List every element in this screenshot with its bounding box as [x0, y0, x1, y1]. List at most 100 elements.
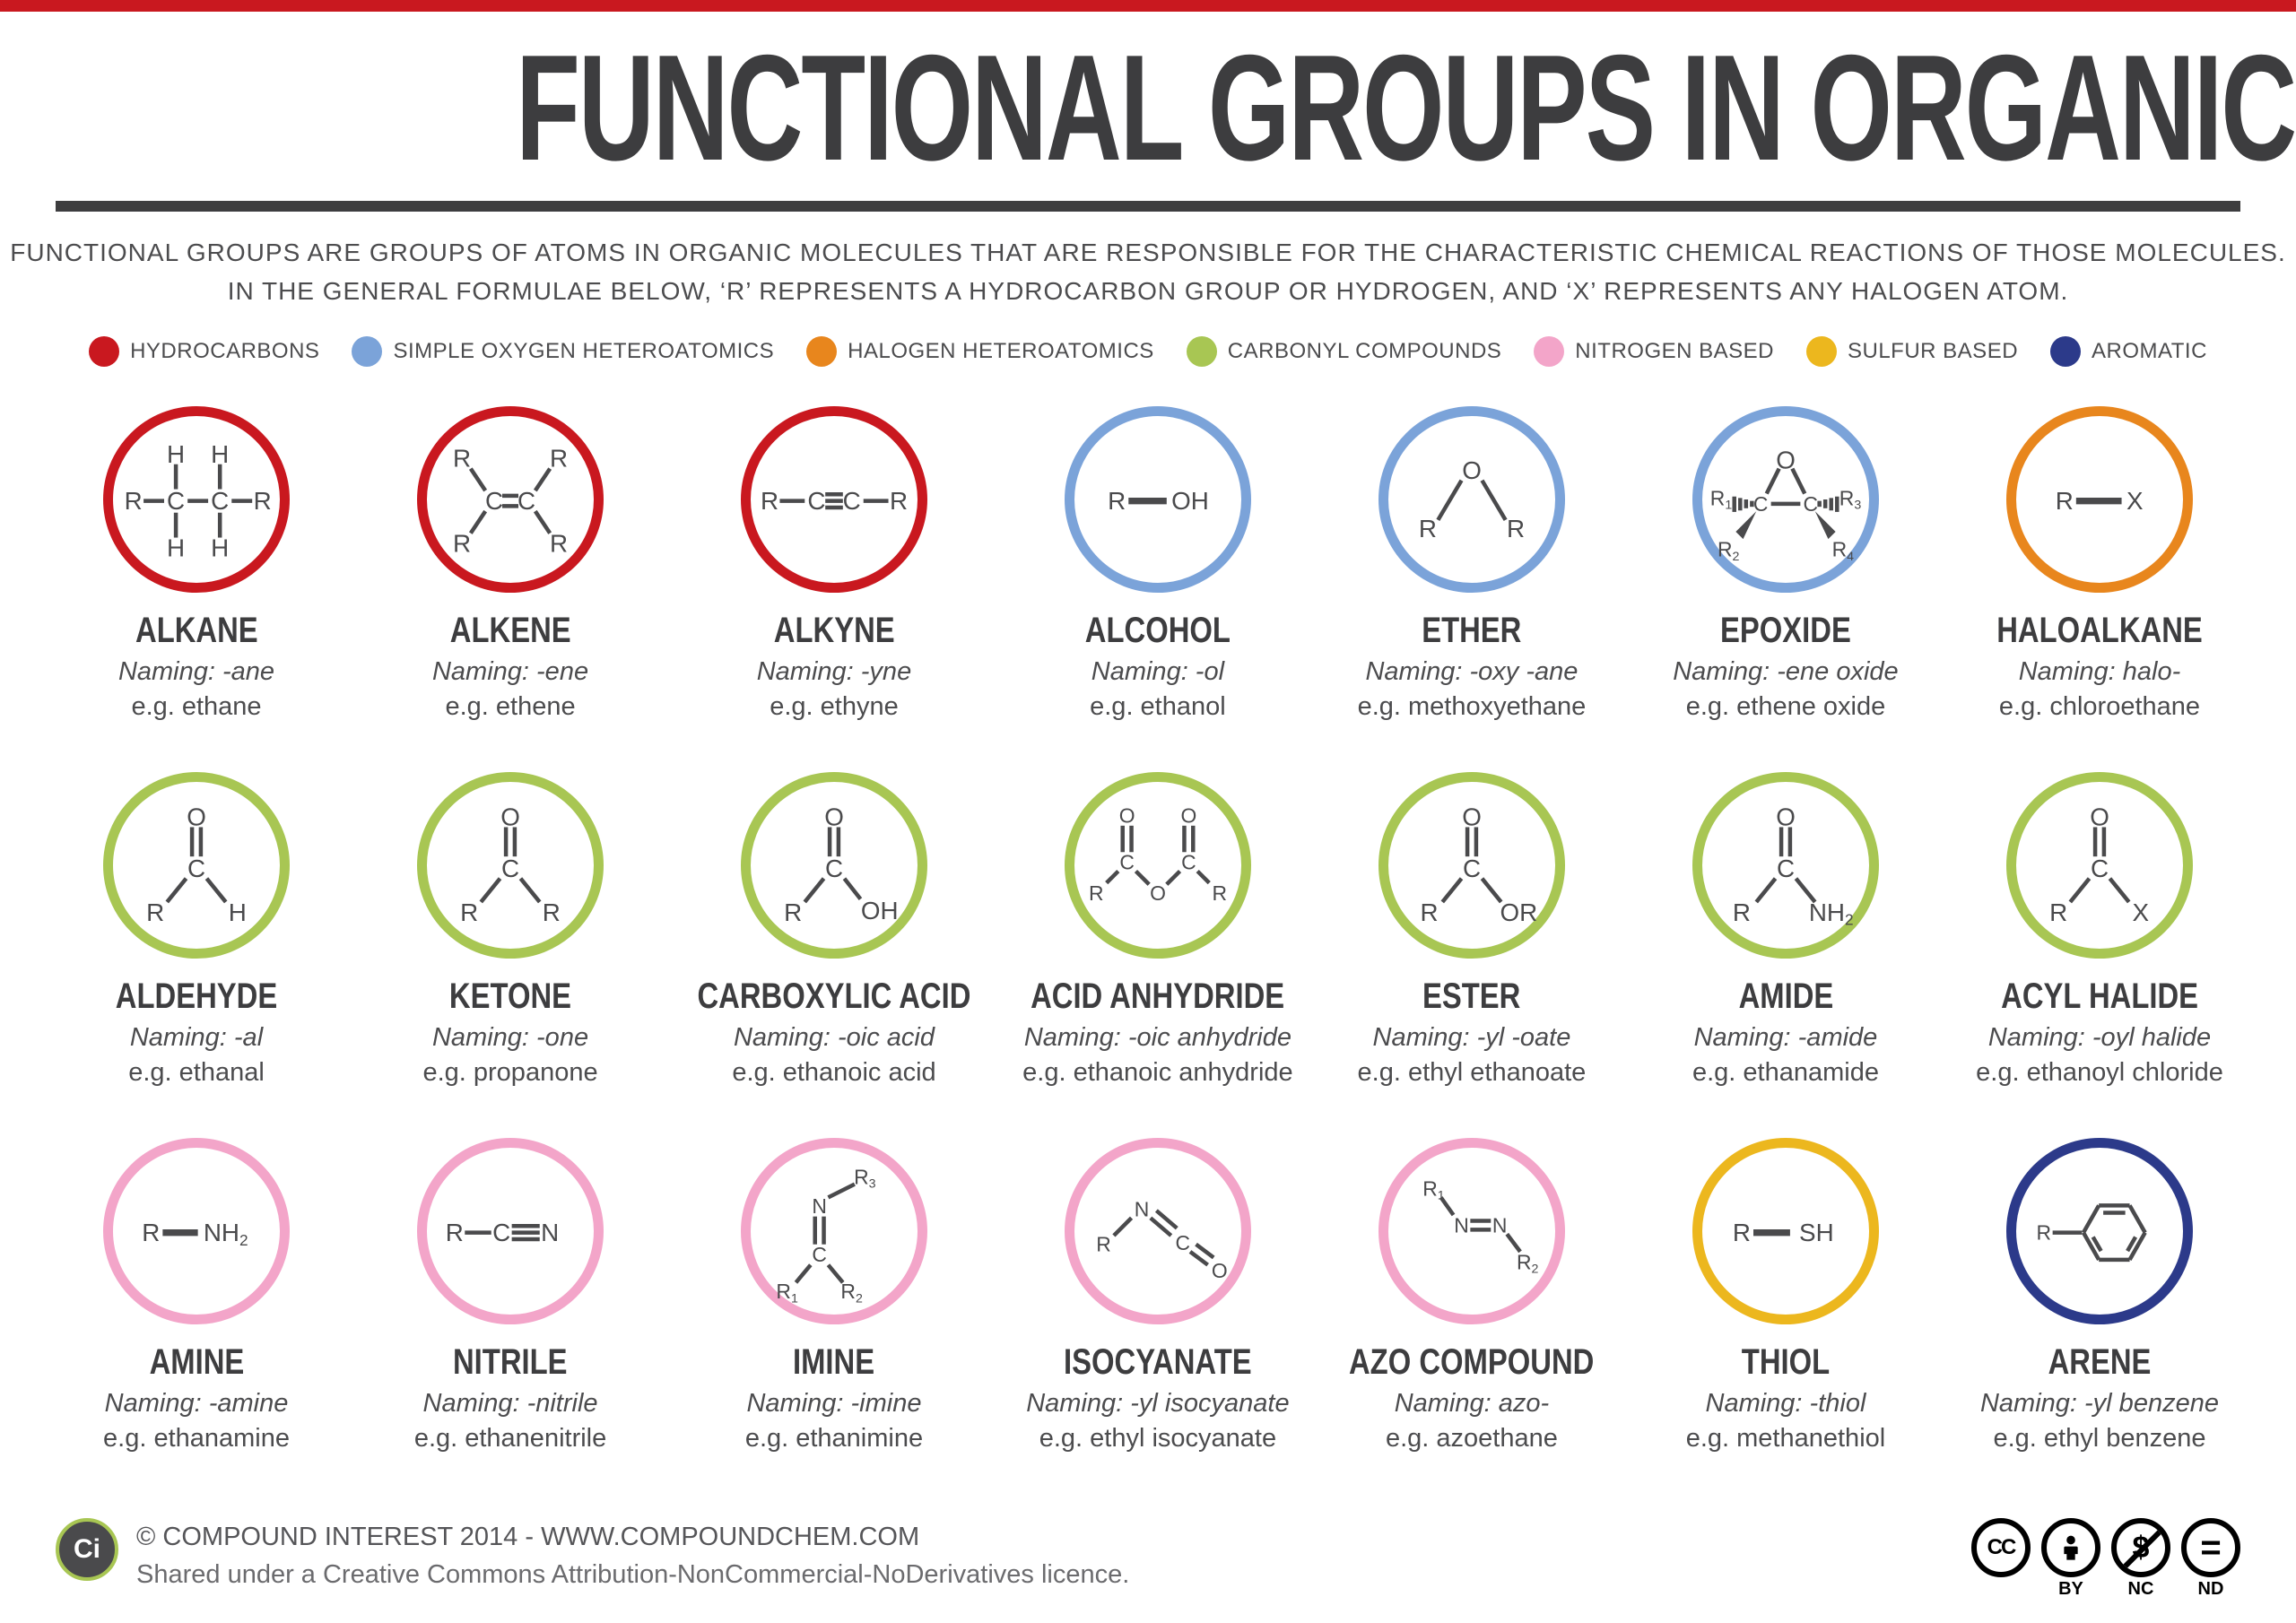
group-name: ALKENE [353, 612, 667, 648]
svg-text:NH2: NH2 [204, 1219, 248, 1249]
group-naming: Naming: -oic acid [733, 1022, 935, 1052]
structure-diagram: OCR H [146, 803, 247, 926]
legend-label: HALOGEN HETEROATOMICS [848, 338, 1154, 363]
group-example: e.g. ethyl ethanoate [1357, 1057, 1587, 1087]
cc-badge-wrap: = ND [2181, 1518, 2240, 1600]
no-derivatives-icon: = [2181, 1518, 2240, 1577]
cc-badge-wrap: CC [1971, 1518, 2031, 1579]
licence-line: Shared under a Creative Commons Attribut… [136, 1560, 1130, 1590]
svg-text:O: O [1150, 881, 1166, 905]
svg-text:OH: OH [861, 897, 899, 924]
svg-text:C: C [843, 487, 861, 515]
group-example: e.g. azoethane [1385, 1423, 1558, 1453]
group-circle: R [2005, 1137, 2193, 1324]
group-name-text: ARENE [2048, 1341, 2152, 1382]
group-cell: R NH2 AMINE Naming: -amine e.g. ethanamine [39, 1134, 353, 1454]
structure-diagram: OCR OR [1420, 803, 1537, 925]
svg-text:C: C [485, 487, 503, 515]
group-cell: R X HALOALKANE Naming: halo-e.g. chloroetha… [1943, 403, 2257, 722]
legend-label: HYDROCARBONS [130, 338, 320, 363]
structure-diagram: R OH [1108, 487, 1209, 515]
svg-text:R3: R3 [1839, 486, 1862, 512]
group-naming: Naming: -yl isocyanate [1026, 1388, 1290, 1418]
svg-text:O: O [1776, 446, 1796, 473]
group-name: ALCOHOL [1001, 612, 1315, 648]
svg-text:N: N [541, 1219, 559, 1246]
subtitle: FUNCTIONAL GROUPS ARE GROUPS OF ATOMS IN… [0, 233, 2296, 311]
attribution-person-icon [2041, 1518, 2100, 1577]
group-naming: Naming: azo- [1394, 1388, 1550, 1418]
group-name: AMIDE [1629, 978, 1943, 1014]
svg-text:R: R [125, 487, 143, 515]
group-example: e.g. ethyne [770, 691, 899, 721]
svg-text:C: C [812, 1243, 827, 1266]
group-cell: O C R OR ESTER Naming: -yl -oate e.g. ethyl et… [1315, 768, 1629, 1088]
group-example: e.g. ethanol [1090, 691, 1226, 721]
svg-text:R1: R1 [1422, 1176, 1445, 1202]
groups-grid: R C C R H H H H ALKANE Naming: -ane e.g. ethane C C R… [39, 403, 2257, 1454]
group-name-text: AMINE [149, 1341, 244, 1382]
structure-diagram: R N CO [1096, 1197, 1227, 1282]
legend-item: HYDROCARBONS [89, 335, 320, 367]
group-circle: O C C R1 R2 R3 R4 [1692, 405, 1879, 593]
footer: Ci © COMPOUND INTEREST 2014 - WWW.COMPOU… [56, 1518, 2240, 1600]
group-name-text: AMIDE [1738, 976, 1833, 1016]
group-example: e.g. ethanenitrile [413, 1423, 607, 1453]
group-name: AMINE [39, 1344, 353, 1380]
group-cell: R C C R ALKYNE Naming: -yne e.g. ethyne [667, 403, 1001, 722]
legend-color-dot [352, 335, 383, 367]
legend-item: HALOGEN HETEROATOMICS [806, 335, 1154, 367]
legend-color-dot [806, 335, 838, 367]
non-commercial-icon: $ [2111, 1518, 2170, 1577]
svg-text:R: R [550, 529, 568, 557]
svg-text:R: R [761, 487, 778, 515]
svg-text:H: H [229, 898, 247, 926]
group-name: ESTER [1315, 978, 1629, 1014]
svg-text:O: O [1462, 803, 1482, 830]
svg-text:R2: R2 [1718, 537, 1740, 563]
group-example: e.g. methanethiol [1685, 1423, 1886, 1453]
subtitle-line-1: FUNCTIONAL GROUPS ARE GROUPS OF ATOMS IN… [10, 239, 2286, 266]
svg-text:R: R [1507, 515, 1525, 542]
cc-badge-wrap: $ NC [2111, 1518, 2170, 1600]
group-example: e.g. chloroethane [1998, 691, 2201, 721]
svg-text:R: R [550, 444, 568, 472]
group-name-text: EPOXIDE [1720, 610, 1851, 650]
svg-text:N: N [1454, 1213, 1469, 1237]
structure-diagram: OCR NH2 [1733, 803, 1854, 928]
svg-text:R: R [890, 487, 908, 515]
svg-text:C: C [825, 855, 843, 882]
cc-glyph: CC [1987, 1535, 2017, 1559]
footer-text: © COMPOUND INTEREST 2014 - WWW.COMPOUNDC… [136, 1518, 1129, 1593]
group-example: e.g. ethanimine [744, 1423, 924, 1453]
svg-text:R: R [1733, 898, 1751, 926]
group-cell: O R R ETHER Naming: -oxy -ane e.g. methoxyeth… [1315, 403, 1629, 722]
legend-item: NITROGEN BASED [1534, 335, 1774, 367]
structure-diagram: R C C RH HH H [125, 440, 272, 562]
header: FUNCTIONAL GROUPS IN ORGANIC CHEMISTRY [0, 32, 2296, 183]
subtitle-line-2: IN THE GENERAL FORMULAE BELOW, ‘R’ REPRE… [227, 277, 2069, 306]
group-naming: Naming: -amine [104, 1388, 289, 1418]
group-example: e.g. propanone [422, 1057, 598, 1087]
group-cell: R SH THIOL Naming: -thiol e.g. methanethiol [1629, 1134, 1943, 1454]
group-example: e.g. ethanamide [1692, 1057, 1879, 1087]
svg-text:R2: R2 [1517, 1250, 1539, 1276]
svg-text:R: R [784, 898, 802, 926]
svg-text:X: X [2126, 487, 2144, 515]
group-example: e.g. ethanoic acid [732, 1057, 936, 1087]
svg-text:C: C [2091, 855, 2109, 882]
svg-text:R: R [146, 898, 164, 926]
compound-interest-logo: Ci [56, 1518, 118, 1581]
group-name: THIOL [1629, 1344, 1943, 1380]
page-title: FUNCTIONAL GROUPS IN ORGANIC CHEMISTRY [516, 23, 2296, 192]
svg-text:C: C [501, 855, 519, 882]
group-naming: Naming: -ol [1091, 656, 1225, 686]
